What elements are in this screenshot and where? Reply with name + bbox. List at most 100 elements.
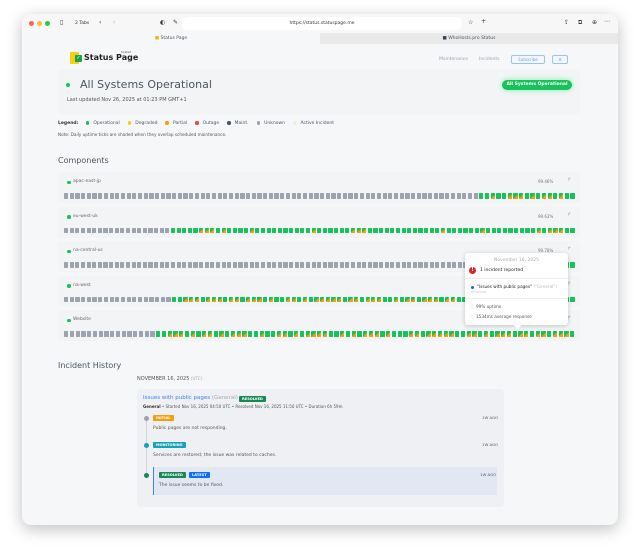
- uptime-tick[interactable]: [165, 262, 170, 268]
- uptime-tick[interactable]: [274, 193, 279, 199]
- uptime-tick[interactable]: [183, 193, 188, 199]
- uptime-tick[interactable]: [401, 227, 406, 234]
- uptime-tick[interactable]: [172, 193, 177, 199]
- uptime-tick[interactable]: [109, 296, 114, 303]
- uptime-tick[interactable]: [395, 227, 401, 234]
- uptime-tick[interactable]: [115, 331, 121, 337]
- uptime-tick[interactable]: [302, 193, 308, 199]
- uptime-tick[interactable]: [199, 227, 204, 234]
- uptime-tick[interactable]: [249, 227, 254, 234]
- uptime-tick[interactable]: [367, 227, 372, 234]
- uptime-tick[interactable]: [407, 227, 412, 234]
- uptime-tick[interactable]: [450, 296, 456, 303]
- uptime-tick[interactable]: [502, 193, 507, 199]
- uptime-tick[interactable]: [126, 296, 131, 303]
- uptime-tick[interactable]: [462, 296, 467, 303]
- uptime-tick[interactable]: [331, 193, 336, 199]
- uptime-tick[interactable]: [294, 262, 299, 268]
- uptime-tick[interactable]: [199, 262, 204, 268]
- expand-icon[interactable]: ↱: [567, 246, 572, 253]
- uptime-tick[interactable]: [501, 331, 506, 337]
- uptime-tick[interactable]: [240, 296, 245, 303]
- uptime-tick[interactable]: [221, 227, 226, 234]
- uptime-tick[interactable]: [104, 331, 109, 337]
- uptime-tick[interactable]: [384, 227, 389, 234]
- uptime-tick[interactable]: [362, 227, 367, 234]
- uptime-tick[interactable]: [276, 331, 282, 337]
- uptime-tick[interactable]: [456, 296, 461, 303]
- uptime-tick[interactable]: [64, 296, 69, 303]
- uptime-tick[interactable]: [519, 193, 524, 199]
- share-icon[interactable]: ⇪: [564, 19, 570, 26]
- uptime-tick[interactable]: [380, 331, 385, 337]
- uptime-tick[interactable]: [131, 262, 136, 268]
- forward-icon[interactable]: ›: [113, 19, 116, 26]
- uptime-tick[interactable]: [564, 331, 569, 337]
- uptime-tick[interactable]: [285, 193, 291, 199]
- uptime-tick[interactable]: [232, 262, 237, 268]
- uptime-tick[interactable]: [456, 193, 461, 199]
- uptime-tick[interactable]: [457, 262, 462, 268]
- uptime-tick[interactable]: [206, 193, 211, 199]
- uptime-tick[interactable]: [418, 262, 423, 268]
- shield-icon[interactable]: ◐: [160, 19, 166, 26]
- uptime-tick[interactable]: [194, 296, 200, 303]
- tab-status-page[interactable]: ■ Status Page: [22, 33, 320, 44]
- uptime-tick[interactable]: [179, 331, 184, 337]
- uptime-tick[interactable]: [558, 331, 563, 337]
- uptime-tick[interactable]: [260, 262, 266, 268]
- uptime-tick[interactable]: [260, 227, 266, 234]
- uptime-tick[interactable]: [435, 227, 440, 234]
- uptime-tick[interactable]: [490, 193, 495, 199]
- uptime-tick[interactable]: [435, 262, 440, 268]
- uptime-tick[interactable]: [277, 262, 282, 268]
- uptime-tick[interactable]: [170, 227, 176, 234]
- uptime-tick[interactable]: [317, 227, 322, 234]
- uptime-tick[interactable]: [552, 331, 558, 337]
- uptime-tick[interactable]: [547, 227, 553, 234]
- uptime-tick[interactable]: [165, 227, 170, 234]
- uptime-tick[interactable]: [311, 262, 316, 268]
- uptime-tick[interactable]: [114, 227, 119, 234]
- uptime-tick[interactable]: [176, 262, 181, 268]
- uptime-tick[interactable]: [103, 262, 108, 268]
- uptime-tick[interactable]: [137, 227, 142, 234]
- extension-icon[interactable]: ✎: [173, 19, 179, 26]
- uptime-tick[interactable]: [433, 193, 438, 199]
- uptime-tick[interactable]: [64, 262, 69, 268]
- uptime-tick[interactable]: [289, 227, 294, 234]
- uptime-tick[interactable]: [300, 227, 305, 234]
- uptime-tick[interactable]: [154, 227, 159, 234]
- uptime-tick[interactable]: [87, 331, 92, 337]
- uptime-tick[interactable]: [280, 193, 285, 199]
- uptime-tick[interactable]: [342, 193, 347, 199]
- tabs-count[interactable]: 2 Tabs: [75, 21, 90, 26]
- uptime-tick[interactable]: [98, 193, 103, 199]
- uptime-tick[interactable]: [193, 262, 198, 268]
- uptime-tick[interactable]: [266, 227, 271, 234]
- uptime-tick[interactable]: [535, 331, 540, 337]
- uptime-tick[interactable]: [399, 296, 404, 303]
- uptime-tick[interactable]: [149, 296, 154, 303]
- uptime-tick[interactable]: [317, 262, 322, 268]
- uptime-tick[interactable]: [211, 296, 217, 303]
- uptime-tick[interactable]: [405, 193, 410, 199]
- uptime-tick[interactable]: [268, 193, 273, 199]
- uptime-tick[interactable]: [359, 296, 365, 303]
- uptime-tick[interactable]: [564, 193, 569, 199]
- uptime-tick[interactable]: [558, 193, 564, 199]
- uptime-tick[interactable]: [455, 331, 460, 337]
- uptime-tick[interactable]: [440, 262, 446, 268]
- uptime-tick[interactable]: [182, 227, 187, 234]
- expand-icon[interactable]: ↱: [567, 177, 572, 183]
- uptime-tick[interactable]: [137, 193, 143, 199]
- uptime-tick[interactable]: [259, 331, 264, 337]
- uptime-tick[interactable]: [172, 296, 177, 303]
- uptime-tick[interactable]: [368, 331, 374, 337]
- uptime-tick[interactable]: [268, 296, 273, 303]
- uptime-tick[interactable]: [155, 193, 160, 199]
- uptime-tick[interactable]: [170, 262, 176, 268]
- uptime-tick[interactable]: [514, 227, 519, 234]
- uptime-tick[interactable]: [437, 331, 443, 337]
- uptime-tick[interactable]: [272, 262, 277, 268]
